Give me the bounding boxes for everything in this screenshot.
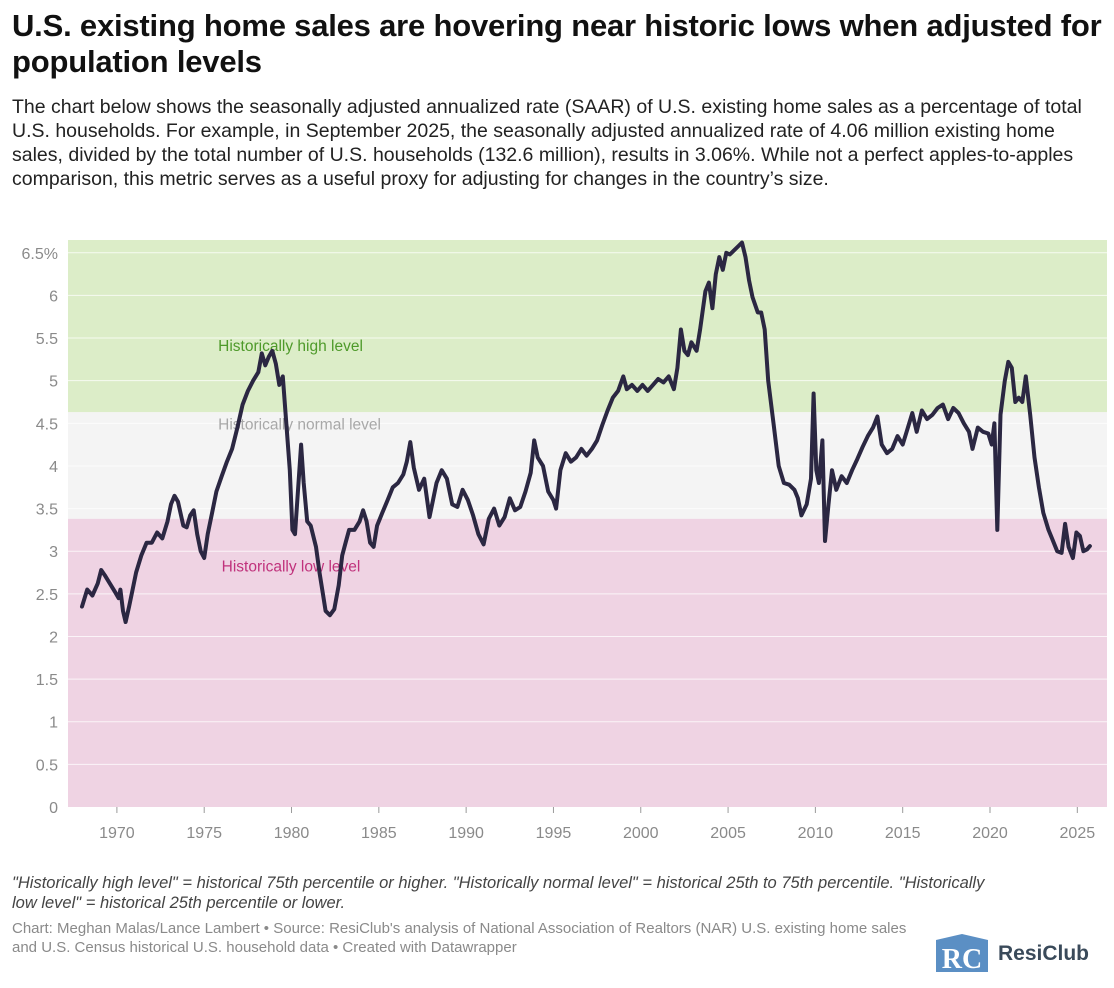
y-tick-label: 6 — [49, 288, 58, 305]
x-tick-label: 1985 — [361, 825, 397, 842]
x-tick-label: 2010 — [798, 825, 834, 842]
line-chart: Historically high level Historically norm… — [22, 240, 1107, 842]
band-label-2: Historically low level — [222, 559, 361, 576]
credits: Chart: Meghan Malas/Lance Lambert • Sour… — [12, 920, 907, 956]
svg-text:RC: RC — [942, 944, 982, 975]
band-2 — [68, 518, 1107, 807]
y-axis: 0 0.5 1 1.5 2 2.5 3 3.5 4 4.5 5 5.5 6 6.5% — [22, 246, 59, 817]
footnote: "Historically high level" = historical 7… — [12, 874, 985, 912]
band-label-layer: Historically high level Historically norm… — [218, 338, 381, 576]
y-tick-label: 6.5% — [22, 246, 58, 263]
y-tick-label: 1 — [49, 715, 58, 732]
band-label-0: Historically high level — [218, 338, 363, 355]
x-tick-label: 1980 — [274, 825, 310, 842]
y-tick-label: 2 — [49, 629, 58, 646]
series-line-0 — [80, 240, 1092, 624]
resiclub-logo: RC ResiClub — [932, 932, 1110, 976]
y-tick-label: 4.5 — [36, 416, 58, 433]
x-tick-label: 2000 — [623, 825, 659, 842]
y-tick-label: 3 — [49, 544, 58, 561]
logo-wordmark: ResiClub — [998, 942, 1090, 965]
x-axis: 1970 1975 1980 1985 1990 1995 2000 2005 2010 2015… — [99, 807, 1095, 842]
x-tick-label: 1995 — [536, 825, 572, 842]
x-tick-label: 1970 — [99, 825, 135, 842]
rc-logo-mark: RC — [936, 934, 988, 975]
y-tick-label: 1.5 — [36, 672, 58, 689]
x-tick-label: 1975 — [186, 825, 222, 842]
x-tick-label: 2020 — [972, 825, 1008, 842]
y-tick-label: 5.5 — [36, 331, 58, 348]
y-tick-label: 2.5 — [36, 587, 58, 604]
y-tick-label: 0 — [49, 800, 58, 817]
grid-layer — [68, 252, 1107, 765]
y-tick-label: 4 — [49, 459, 58, 476]
y-tick-label: 5 — [49, 374, 58, 391]
series-layer — [80, 240, 1092, 624]
chart-title: U.S. existing home sales are hovering ne… — [12, 8, 1102, 79]
band-label-1: Historically normal level — [218, 416, 381, 433]
x-tick-label: 2025 — [1060, 825, 1096, 842]
y-tick-label: 0.5 — [36, 757, 58, 774]
y-tick-label: 3.5 — [36, 502, 58, 519]
chart-subtitle: The chart below shows the seasonally adj… — [12, 96, 1082, 190]
band-0 — [68, 240, 1107, 413]
x-tick-label: 2005 — [710, 825, 746, 842]
x-tick-label: 1990 — [448, 825, 484, 842]
x-tick-label: 2015 — [885, 825, 921, 842]
